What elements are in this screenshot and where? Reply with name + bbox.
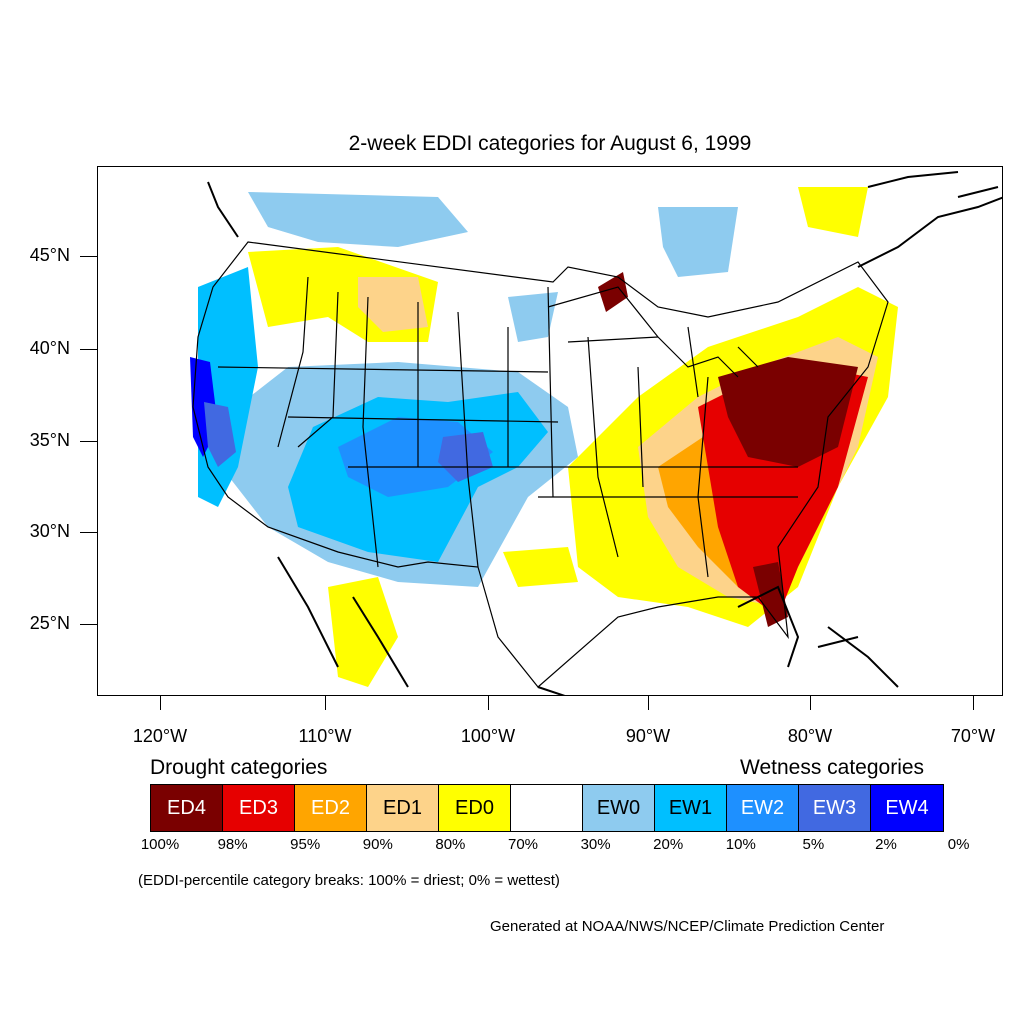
legend-ed2: ED2 xyxy=(295,785,367,831)
percentile-break-label: 2% xyxy=(875,836,897,853)
latitude-label: 45°N xyxy=(29,245,70,265)
ed4-region-mid-atlantic xyxy=(718,357,858,467)
wetness-categories-heading: Wetness categories xyxy=(740,756,925,779)
longitude-label: 100°W xyxy=(460,726,516,746)
great-lakes xyxy=(547,286,759,398)
state-lines-central xyxy=(507,286,709,578)
percentile-break-label: 80% xyxy=(435,836,466,853)
coastline-canada-mexico xyxy=(207,171,1002,695)
state-boundaries xyxy=(192,241,889,688)
legend-ew2: EW2 xyxy=(727,785,799,831)
state-lines-horizontal xyxy=(217,336,798,498)
latitude-tick xyxy=(80,349,97,350)
legend-neutral xyxy=(511,785,583,831)
ew3-region-plains xyxy=(438,432,493,482)
percentile-break-label: 10% xyxy=(725,836,756,853)
legend-ed0: ED0 xyxy=(439,785,511,831)
latitude-label: 30°N xyxy=(29,521,70,541)
map-title: 2-week EDDI categories for August 6, 199… xyxy=(348,132,752,155)
legend-ed4: ED4 xyxy=(151,785,223,831)
ew0-region-north-central xyxy=(658,207,738,277)
ed0-region-texas xyxy=(503,547,578,587)
percentile-break-label: 95% xyxy=(290,836,321,853)
drought-categories-heading: Drought categories xyxy=(150,756,328,779)
longitude-label: 80°W xyxy=(787,726,833,746)
latitude-tick xyxy=(80,624,97,625)
ew0-region-north xyxy=(248,192,468,247)
longitude-label: 70°W xyxy=(950,726,996,746)
latitude-tick xyxy=(80,256,97,257)
longitude-tick xyxy=(648,696,649,710)
longitude-tick xyxy=(810,696,811,710)
longitude-label: 120°W xyxy=(132,726,188,746)
legend-ew3: EW3 xyxy=(799,785,871,831)
us-outline xyxy=(192,241,889,688)
longitude-tick xyxy=(160,696,161,710)
florida-coast xyxy=(737,585,800,668)
legend-ew1: EW1 xyxy=(655,785,727,831)
percentile-break-label: 90% xyxy=(362,836,393,853)
percentile-break-label: 98% xyxy=(217,836,248,853)
longitude-label: 90°W xyxy=(625,726,671,746)
longitude-tick xyxy=(488,696,489,710)
latitude-label: 40°N xyxy=(29,338,70,358)
latitude-tick xyxy=(80,532,97,533)
percentile-break-label: 5% xyxy=(802,836,825,853)
percentile-break-label: 0% xyxy=(947,836,970,853)
legend-ed3: ED3 xyxy=(223,785,295,831)
ed4-region-florida xyxy=(753,562,788,627)
ed0-region-northeast-canada xyxy=(798,187,868,237)
longitude-tick xyxy=(973,696,974,710)
percentile-break-label: 100% xyxy=(140,836,180,853)
percentile-break-label: 20% xyxy=(653,836,684,853)
state-lines-west xyxy=(277,276,479,568)
eddi-map xyxy=(190,171,1002,695)
latitude-tick xyxy=(80,441,97,442)
credit-line: Generated at NOAA/NWS/NCEP/Climate Predi… xyxy=(490,918,885,935)
ew3-region-california xyxy=(204,402,236,467)
legend-ew0: EW0 xyxy=(583,785,655,831)
ed0-region-mexico xyxy=(328,577,398,687)
mexico-coast xyxy=(277,556,899,695)
longitude-label: 110°W xyxy=(298,726,352,746)
legend-ew4: EW4 xyxy=(871,785,943,831)
latitude-label: 35°N xyxy=(29,430,70,450)
percentile-break-label: 30% xyxy=(580,836,611,853)
ed4-region-upper-michigan xyxy=(598,272,628,312)
map-panel xyxy=(97,166,1003,696)
latitude-label: 25°N xyxy=(29,613,70,633)
category-legend: ED4 ED3 ED2 ED1 ED0 EW0 EW1 EW2 EW3 EW4 xyxy=(150,784,944,832)
longitude-tick xyxy=(325,696,326,710)
canada-coast xyxy=(207,171,1002,268)
percentile-break-label: 70% xyxy=(507,836,539,853)
ed1-region-montana xyxy=(358,277,428,332)
legend-ed1: ED1 xyxy=(367,785,439,831)
ew0-region-great-lakes xyxy=(508,292,558,342)
percentile-breaks-note: (EDDI-percentile category breaks: 100% =… xyxy=(138,872,560,889)
category-shading xyxy=(190,187,898,687)
